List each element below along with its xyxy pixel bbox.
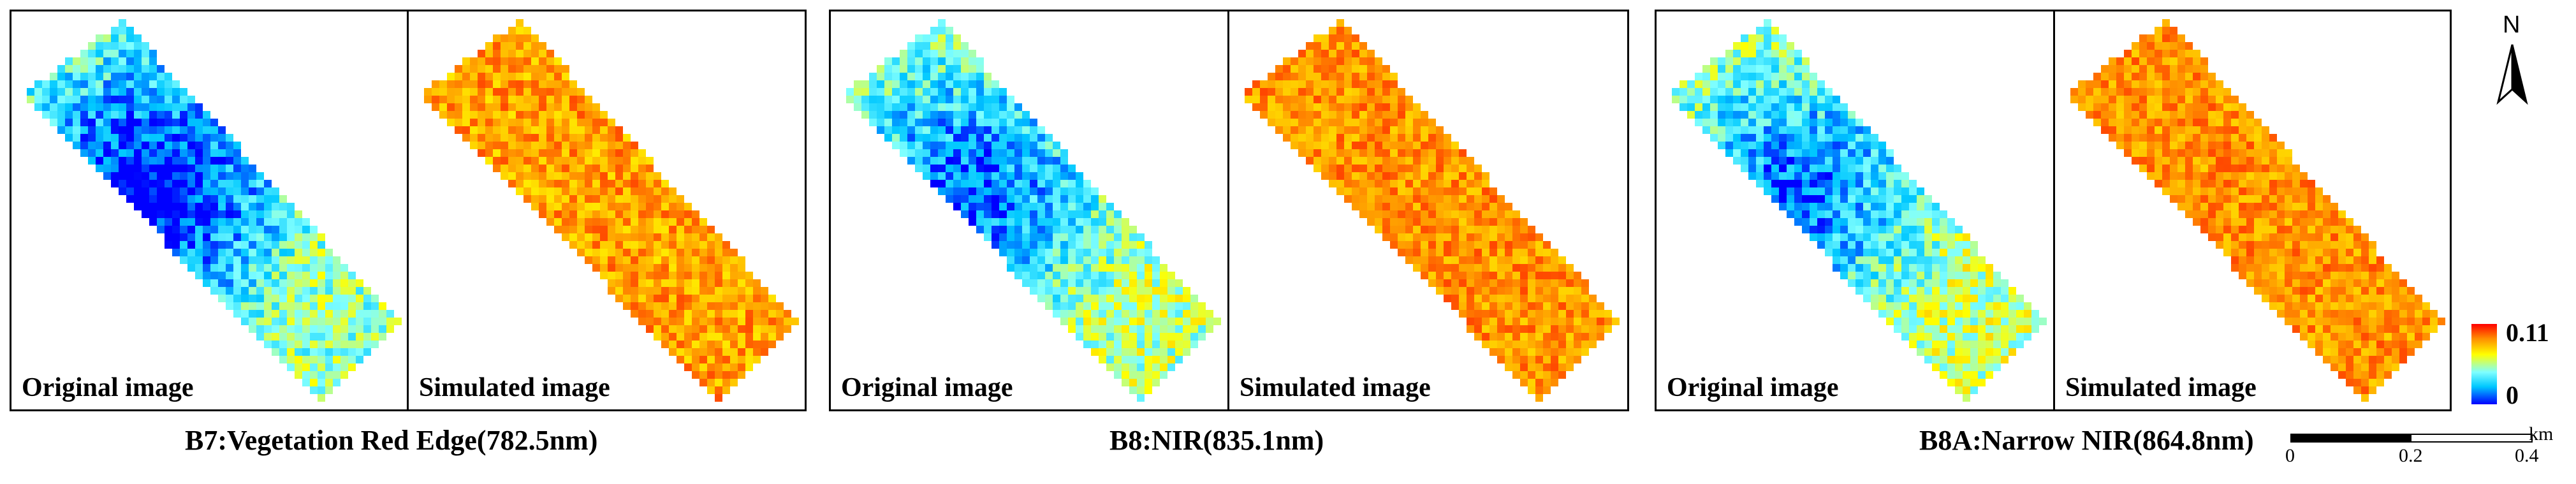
north-label: N — [2503, 11, 2521, 38]
scale-tick-0: 0 — [2285, 445, 2295, 466]
map-group-b8: Original image Simulated image — [829, 10, 1629, 411]
original-label: Original image — [22, 373, 194, 402]
simulated-map-b8: Simulated image — [1227, 11, 1627, 409]
simulated-map-b8a: Simulated image — [2053, 11, 2450, 409]
original-label: Original image — [1667, 373, 1839, 402]
caption-b8: B8:NIR(835.1nm) — [1109, 425, 1324, 456]
map-group-b8a: Original image Simulated image — [1655, 10, 2452, 411]
legend-min: 0 — [2506, 381, 2519, 409]
caption-b7: B7:Vegetation Red Edge(782.5nm) — [185, 425, 598, 456]
scale-tick-2: 0.4 — [2515, 445, 2539, 466]
simulated-label: Simulated image — [2065, 373, 2257, 402]
simulated-map-b7: Simulated image — [407, 11, 805, 409]
scale-unit: km — [2529, 423, 2554, 444]
raster-simulated-b7 — [424, 19, 799, 402]
original-map-b8: Original image — [831, 11, 1227, 409]
raster-original-b8a — [1672, 19, 2047, 402]
raster-simulated-b8a — [2070, 19, 2445, 402]
raster-simulated-b8 — [1245, 19, 1620, 402]
scale-tick-1: 0.2 — [2399, 445, 2423, 466]
simulated-label: Simulated image — [1240, 373, 1431, 402]
raster-original-b8 — [846, 19, 1221, 402]
caption-b8a: B8A:Narrow NIR(864.8nm) — [1919, 425, 2254, 456]
original-label: Original image — [841, 373, 1013, 402]
legend-max: 0.11 — [2506, 318, 2549, 347]
map-group-b7: Original image Simulated image — [10, 10, 807, 411]
scale-bar — [2290, 434, 2533, 443]
original-map-b8a: Original image — [1657, 11, 2053, 409]
color-legend-bar — [2471, 324, 2497, 404]
original-map-b7: Original image — [11, 11, 407, 409]
north-arrow-icon — [2496, 44, 2528, 105]
simulated-label: Simulated image — [419, 373, 610, 402]
raster-original-b7 — [27, 19, 402, 402]
